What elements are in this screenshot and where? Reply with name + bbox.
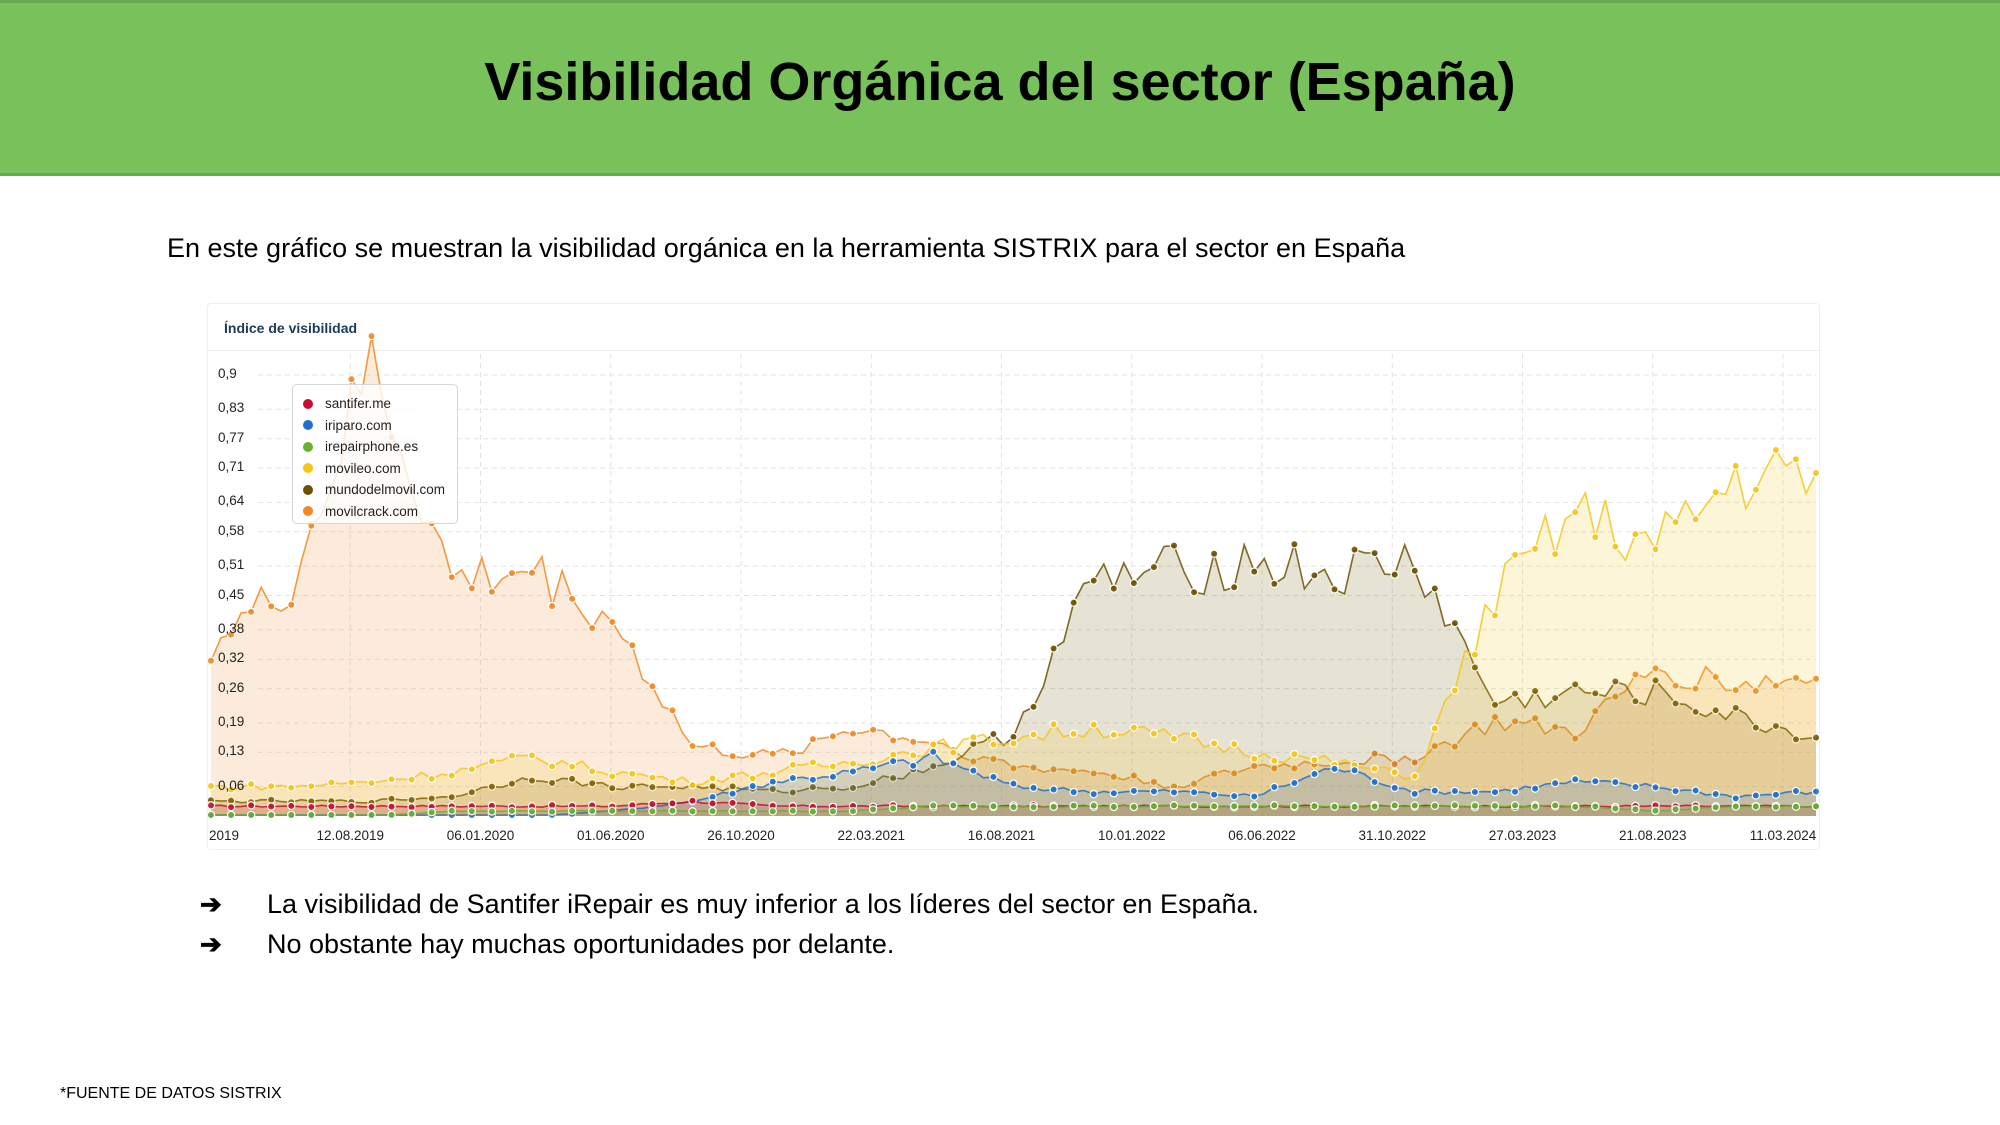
arrow-right-icon: ➔ <box>200 888 222 919</box>
x-tick-label: 06.06.2022 <box>1228 828 1296 843</box>
legend-item[interactable]: iriparo.com <box>303 415 447 437</box>
y-tick-label: 0,19 <box>218 713 245 729</box>
legend-label: mundodelmovil.com <box>325 482 446 498</box>
x-tick-label: 26.10.2020 <box>707 828 775 843</box>
legend-item[interactable]: mundodelmovil.com <box>303 479 447 501</box>
bullet-list: ➔ La visibilidad de Santifer iRepair es … <box>200 884 1259 964</box>
x-tick-label: 22.03.2021 <box>837 828 906 843</box>
legend-item[interactable]: santifer.me <box>303 393 447 415</box>
y-tick-label: 0,32 <box>218 650 245 666</box>
chart-title-divider <box>208 350 1819 351</box>
chart-card: Índice de visibilidad 0,9 0,83 0,77 0,71 0,6… <box>207 303 1821 851</box>
y-tick-label: 0,26 <box>218 679 245 695</box>
y-tick-label: 0,77 <box>218 429 245 445</box>
legend-label: irepairphone.es <box>325 439 419 455</box>
legend-label: movilcrack.com <box>325 503 419 519</box>
y-tick-label: 0,13 <box>218 743 245 759</box>
legend-dot-icon <box>303 463 313 474</box>
legend-label: iriparo.com <box>325 417 392 433</box>
legend-dot-icon <box>303 484 313 495</box>
y-tick-label: 0,45 <box>218 586 245 602</box>
bullet-text: La visibilidad de Santifer iRepair es mu… <box>267 888 1260 919</box>
y-tick-label: 0,58 <box>218 522 245 538</box>
legend-item[interactable]: movileo.com <box>303 458 447 480</box>
x-tick-label: 2019 <box>208 828 240 843</box>
x-tick-label: 01.06.2020 <box>576 828 645 843</box>
legend-dot-icon <box>303 441 313 452</box>
y-tick-label: 0,64 <box>218 493 245 509</box>
y-tick-label: 0,51 <box>218 557 245 573</box>
legend-dot-icon <box>303 398 313 409</box>
legend-item[interactable]: irepairphone.es <box>303 436 447 458</box>
x-tick-label: 27.03.2023 <box>1488 828 1557 843</box>
page-title: Visibilidad Orgánica del sector (España) <box>484 52 1516 112</box>
chart-title: Índice de visibilidad <box>224 320 358 336</box>
chart-legend: santifer.me iriparo.com irepairphone.es mov… <box>292 384 458 524</box>
visibility-chart[interactable] <box>208 304 1821 851</box>
series-area-movileo-com <box>211 450 1816 816</box>
x-tick-label: 12.08.2019 <box>316 828 385 843</box>
legend-label: santifer.me <box>325 396 392 412</box>
y-tick-label: 0,83 <box>218 400 245 416</box>
x-tick-label: 31.10.2022 <box>1358 828 1427 843</box>
x-tick-label: 10.01.2022 <box>1097 828 1166 843</box>
y-tick-label: 0,9 <box>218 366 237 381</box>
y-tick-label: 0,38 <box>218 620 245 636</box>
legend-label: movileo.com <box>325 460 401 476</box>
bullet-text: No obstante hay muchas oportunidades por… <box>267 928 895 959</box>
x-tick-label: 06.01.2020 <box>446 828 515 843</box>
bullet-item: ➔ No obstante hay muchas oportunidades p… <box>200 924 1259 964</box>
y-tick-label: 0,71 <box>218 459 245 475</box>
page-header: Visibilidad Orgánica del sector (España) <box>0 0 2000 176</box>
subtitle: En este gráfico se muestran la visibilid… <box>167 233 1406 263</box>
legend-dot-icon <box>303 420 313 431</box>
bullet-item: ➔ La visibilidad de Santifer iRepair es … <box>200 884 1259 924</box>
source-footnote: *FUENTE DE DATOS SISTRIX <box>60 1085 282 1102</box>
arrow-right-icon: ➔ <box>200 928 222 959</box>
series-area-mundodelmovil-com <box>211 544 1816 816</box>
legend-dot-icon <box>303 506 313 517</box>
y-tick-label: 0,06 <box>218 777 245 793</box>
x-tick-label: 16.08.2021 <box>967 828 1036 843</box>
series-area-movilcrack-com <box>211 336 1816 816</box>
legend-item[interactable]: movilcrack.com <box>303 501 447 523</box>
x-tick-label: 21.08.2023 <box>1618 828 1687 843</box>
x-tick-label: 11.03.2024 <box>1749 828 1817 843</box>
